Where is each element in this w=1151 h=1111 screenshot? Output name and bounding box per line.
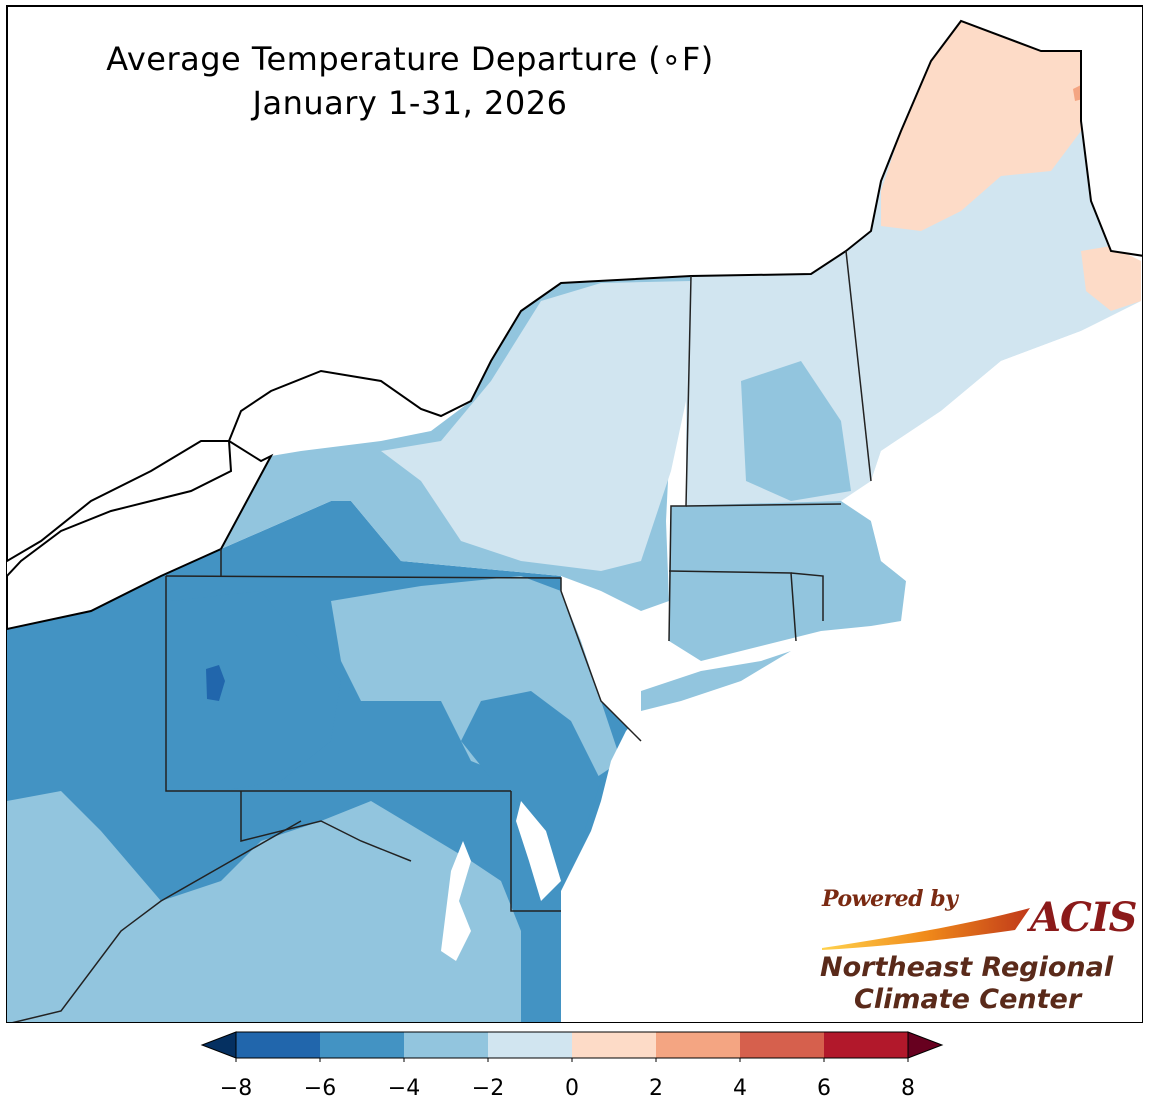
atlantic-ocean (561, 301, 1142, 1022)
colorbar-bin (488, 1032, 572, 1058)
colorbar-tick-label: −8 (219, 1076, 253, 1101)
colorbar-tick-label: −6 (303, 1076, 337, 1101)
map-subtitle: January 1-31, 2026 (252, 84, 568, 122)
map-frame: Average Temperature Departure (∘F) Janua… (6, 5, 1143, 1023)
acis-logo: Powered by ACIS Northeast Regional Clima… (812, 886, 1137, 1016)
map-title: Average Temperature Departure (∘F) (106, 40, 714, 78)
state-boundaries (12, 250, 872, 1022)
colorbar-over-arrow (907, 1031, 944, 1059)
region-dark-nj (461, 691, 601, 841)
acis-wordmark: ACIS (1030, 894, 1137, 941)
temperature-departure-map (7, 6, 1142, 1022)
acis-swoosh-icon (822, 908, 1030, 950)
region-long-island (641, 651, 791, 711)
region-darkest-spot (206, 665, 225, 701)
powered-by-text: Powered by (822, 886, 958, 912)
colorbar (200, 1031, 944, 1062)
colorbar-tick-label: 0 (565, 1076, 579, 1101)
colorbar-tick-label: 4 (733, 1076, 747, 1101)
region-mass-ct (669, 501, 906, 661)
region-dark-central-pa (171, 591, 341, 791)
chesapeake-bay (441, 841, 471, 961)
colorbar-bin (656, 1032, 740, 1058)
delaware-bay (516, 801, 561, 901)
colorbar-bin (824, 1032, 908, 1058)
region-maine-coast-warm (1081, 246, 1141, 311)
colorbar-tick-label: −4 (387, 1076, 421, 1101)
colorbar-bin (404, 1032, 488, 1058)
region-south-light (7, 791, 521, 1022)
colorbar-tick-label: 8 (901, 1076, 915, 1101)
colorbar-tick-label: −2 (471, 1076, 505, 1101)
nrcc-line1: Northeast Regional (820, 952, 1114, 983)
region-new-york-light (381, 281, 691, 571)
lake-ontario-canada (7, 6, 1142, 631)
colorbar-under-arrow (200, 1031, 237, 1059)
colorbar-tick-label: 2 (649, 1076, 663, 1101)
region-vt-nh-blue (741, 361, 851, 501)
colorbar-bin (740, 1032, 824, 1058)
colorbar-bin (320, 1032, 404, 1058)
nrcc-line2: Climate Center (854, 984, 1082, 1015)
colorbar-bin (572, 1032, 656, 1058)
region-maine-warm (881, 21, 1081, 231)
colorbar-bin (236, 1032, 320, 1058)
colorbar-tick-label: 6 (817, 1076, 831, 1101)
